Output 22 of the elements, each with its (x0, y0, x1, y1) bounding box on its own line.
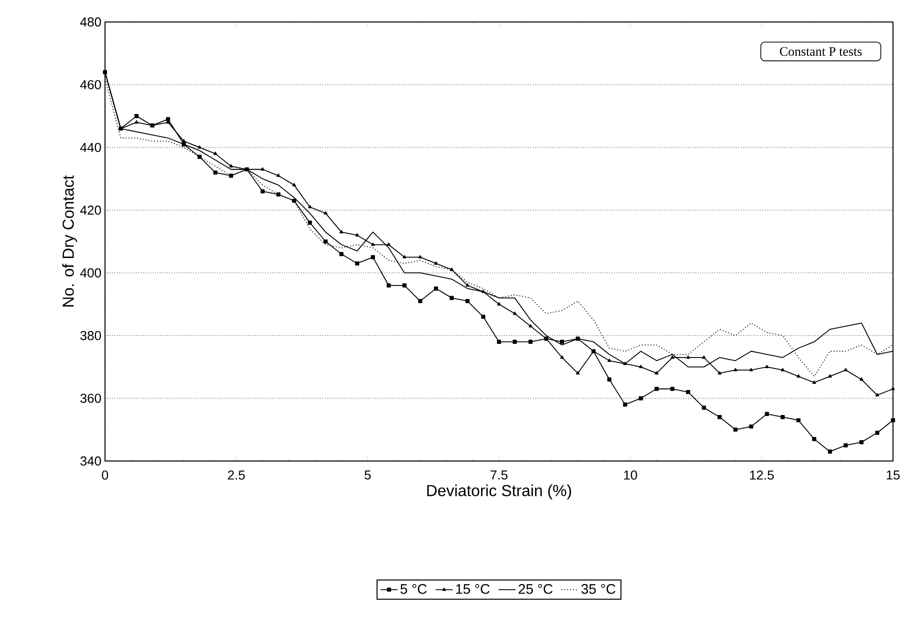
legend-label: 15 °C (456, 584, 490, 594)
legend-label: 25 °C (518, 584, 553, 594)
y-tick-label: 340 (80, 456, 101, 466)
x-tick-label: 5 (364, 470, 371, 480)
y-tick-label: 420 (80, 206, 101, 215)
y-tick-label: 440 (80, 142, 101, 152)
annotation: Constant P tests (780, 47, 862, 56)
legend-label: 35 °C (581, 584, 616, 594)
y-tick-label: 380 (80, 330, 101, 340)
x-axis-title: Deviatoric Strain (%) (427, 484, 572, 500)
legend-label: 5 °C (400, 584, 427, 594)
x-tick-label: 2.5 (228, 470, 245, 480)
x-tick-label: 7.5 (490, 470, 508, 480)
x-tick-label: 15 (886, 470, 900, 480)
y-axis-title: No. of Dry Contact (62, 175, 78, 306)
y-tick-label: 400 (80, 268, 101, 278)
y-tick-label: 460 (80, 80, 101, 90)
x-tick-label: 12.5 (750, 470, 774, 480)
x-tick-label: 0 (102, 470, 108, 480)
y-tick-label: 360 (80, 394, 101, 403)
y-tick-label: 480 (80, 17, 101, 27)
x-tick-label: 10 (624, 470, 638, 480)
